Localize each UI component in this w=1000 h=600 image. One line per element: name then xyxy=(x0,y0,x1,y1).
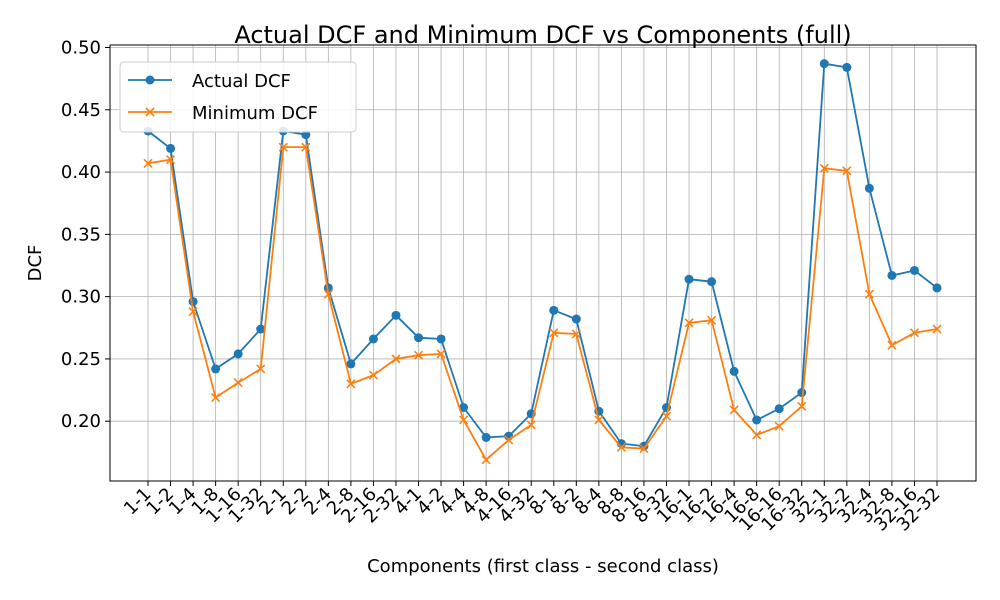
legend-entry-actual-dcf: Actual DCF xyxy=(128,71,291,92)
data-point-actual-dcf xyxy=(707,277,717,287)
y-tick-label: 0.50 xyxy=(61,37,101,58)
data-point-actual-dcf xyxy=(932,283,942,293)
data-point-minimum-dcf xyxy=(774,421,784,431)
data-point-minimum-dcf xyxy=(571,329,581,339)
data-point-actual-dcf xyxy=(549,305,559,315)
legend-label-actual-dcf: Actual DCF xyxy=(192,71,291,92)
data-point-actual-dcf xyxy=(188,297,198,307)
legend-entry-minimum-dcf: Minimum DCF xyxy=(128,103,318,124)
data-point-minimum-dcf xyxy=(864,289,874,299)
data-point-actual-dcf xyxy=(481,432,491,442)
data-point-minimum-dcf xyxy=(233,378,243,388)
y-tick-label: 0.25 xyxy=(61,349,101,370)
series-layer xyxy=(143,59,942,465)
data-point-minimum-dcf xyxy=(819,163,829,173)
y-axis-label: DCF xyxy=(25,245,46,282)
data-point-actual-dcf xyxy=(436,334,446,344)
data-point-actual-dcf xyxy=(684,274,694,284)
data-point-actual-dcf xyxy=(368,334,378,344)
data-point-actual-dcf xyxy=(774,404,784,414)
data-point-minimum-dcf xyxy=(481,455,491,465)
data-point-minimum-dcf xyxy=(256,364,266,374)
data-point-minimum-dcf xyxy=(932,324,942,334)
data-point-actual-dcf xyxy=(819,59,829,69)
legend: Actual DCF Minimum DCF xyxy=(119,61,357,133)
series-line-minimum-dcf xyxy=(147,146,938,461)
x-axis: 1-11-21-41-81-161-322-12-22-42-82-162-32… xyxy=(120,481,945,536)
data-point-minimum-dcf xyxy=(346,379,356,389)
data-point-minimum-dcf xyxy=(909,328,920,338)
data-point-actual-dcf xyxy=(256,324,266,334)
data-point-minimum-dcf xyxy=(391,354,401,364)
data-point-actual-dcf xyxy=(211,364,221,374)
y-axis: 0.20 0.25 0.30 0.35 0.40 0.45 0.50 xyxy=(61,37,110,432)
legend-frame xyxy=(119,61,357,133)
data-point-minimum-dcf xyxy=(211,392,221,403)
data-point-minimum-dcf xyxy=(797,401,807,411)
data-point-actual-dcf xyxy=(909,265,919,275)
data-point-minimum-dcf xyxy=(639,444,649,454)
data-point-actual-dcf xyxy=(842,62,852,72)
data-point-minimum-dcf xyxy=(661,411,672,421)
data-point-minimum-dcf xyxy=(459,415,469,425)
data-point-actual-dcf xyxy=(323,283,333,293)
data-point-actual-dcf xyxy=(346,359,356,369)
series-line-actual-dcf xyxy=(147,62,938,448)
x-axis-label: Components (first class - second class) xyxy=(367,556,719,577)
data-point-actual-dcf xyxy=(166,143,176,153)
chart-title: Actual DCF and Minimum DCF vs Components… xyxy=(234,21,851,49)
data-point-minimum-dcf xyxy=(368,370,378,380)
legend-marker-minimum-dcf xyxy=(145,107,155,117)
data-point-minimum-dcf xyxy=(752,430,762,440)
data-point-actual-dcf xyxy=(864,183,874,193)
data-point-actual-dcf xyxy=(729,366,739,376)
data-point-minimum-dcf xyxy=(413,350,424,360)
y-tick-label: 0.30 xyxy=(61,287,101,308)
data-point-actual-dcf xyxy=(459,403,469,413)
data-point-minimum-dcf xyxy=(594,415,604,425)
data-point-minimum-dcf xyxy=(842,166,852,176)
data-point-minimum-dcf xyxy=(165,155,176,165)
data-point-actual-dcf xyxy=(571,314,581,324)
y-tick-label: 0.35 xyxy=(61,224,101,245)
data-point-minimum-dcf xyxy=(143,158,153,168)
data-point-actual-dcf xyxy=(752,415,762,425)
data-point-actual-dcf xyxy=(391,310,401,320)
data-point-minimum-dcf xyxy=(278,142,288,152)
y-tick-label: 0.20 xyxy=(61,411,101,432)
data-point-minimum-dcf xyxy=(684,318,694,328)
data-point-minimum-dcf xyxy=(436,349,446,359)
y-tick-label: 0.40 xyxy=(61,162,101,183)
data-point-actual-dcf xyxy=(797,388,807,398)
data-point-actual-dcf xyxy=(233,349,243,359)
data-point-minimum-dcf xyxy=(526,420,536,430)
series-actual-dcf xyxy=(143,59,942,451)
data-point-actual-dcf xyxy=(414,333,424,343)
data-point-minimum-dcf xyxy=(729,405,739,415)
data-point-minimum-dcf xyxy=(707,315,717,325)
data-point-minimum-dcf xyxy=(504,435,514,445)
legend-label-minimum-dcf: Minimum DCF xyxy=(192,103,318,124)
data-point-minimum-dcf xyxy=(549,328,559,338)
data-point-minimum-dcf xyxy=(323,289,333,299)
data-point-actual-dcf xyxy=(887,270,897,280)
data-point-minimum-dcf xyxy=(301,142,311,152)
plot-area-frame xyxy=(109,44,977,482)
legend-marker-actual-dcf xyxy=(145,75,155,85)
y-tick-label: 0.45 xyxy=(61,100,101,121)
data-point-minimum-dcf xyxy=(188,307,198,317)
data-point-minimum-dcf xyxy=(616,442,626,452)
series-minimum-dcf xyxy=(143,142,942,465)
data-point-minimum-dcf xyxy=(887,340,897,350)
